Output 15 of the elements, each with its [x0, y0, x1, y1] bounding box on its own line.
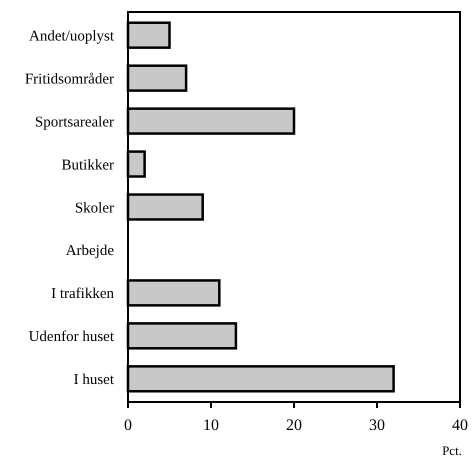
y-tick-label: I trafikken [51, 286, 114, 302]
y-tick-label: Fritidsområder [24, 71, 114, 88]
x-tick-label: 0 [124, 417, 132, 434]
x-axis-title: Pct. [442, 443, 462, 458]
y-tick-label: Sportsarealer [34, 114, 114, 130]
y-tick-label: Udenfor huset [28, 329, 115, 346]
y-tick-label: Butikker [62, 157, 114, 174]
y-tick-label: Arbejde [66, 243, 114, 260]
x-tick-label: 30 [369, 417, 385, 434]
y-tick-label: Skoler [74, 200, 114, 216]
y-tick-label: I huset [74, 372, 115, 388]
x-tick-label: 40 [452, 417, 468, 434]
x-tick-label: 20 [286, 417, 302, 434]
y-tick-label: Andet/uoplyst [29, 28, 115, 44]
x-tick-label: 10 [203, 417, 219, 434]
